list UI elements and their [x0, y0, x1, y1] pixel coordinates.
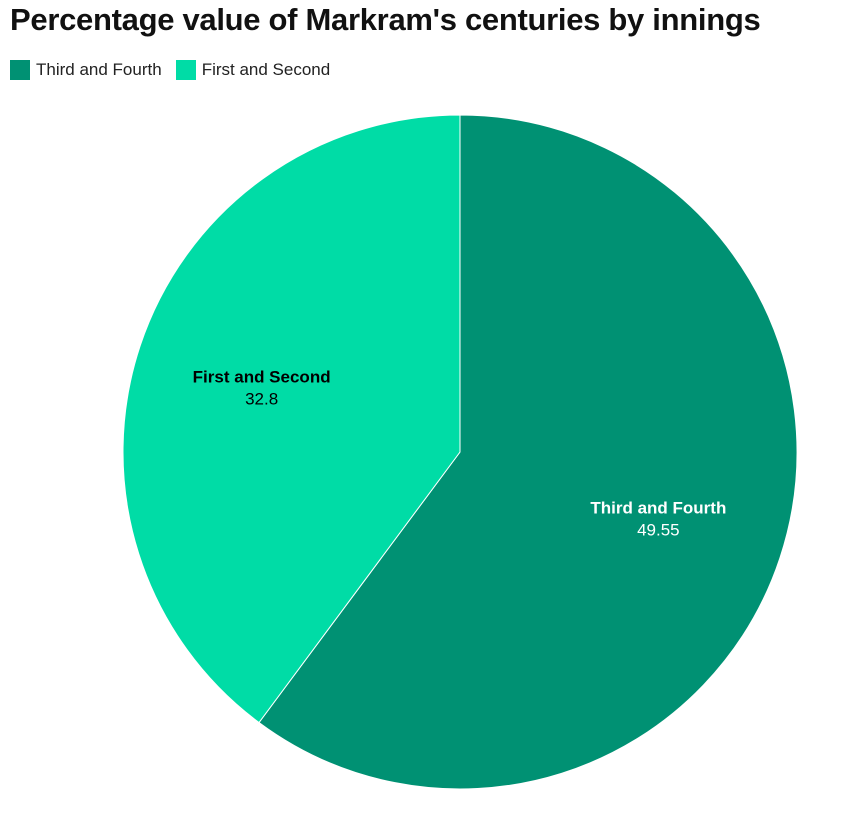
slice-label-name-first-and-second: First and Second — [193, 367, 331, 386]
slice-label-value-third-and-fourth: 49.55 — [637, 521, 680, 540]
slice-label-name-third-and-fourth: Third and Fourth — [590, 499, 726, 518]
legend-label-first-and-second: First and Second — [201, 60, 331, 79]
legend-swatch-first-and-second — [175, 60, 196, 80]
slice-label-value-first-and-second: 32.8 — [245, 389, 278, 408]
pie-slice-first-and-second[interactable] — [122, 114, 461, 724]
slice-label-third-and-fourth: Third and Fourth 49.55 — [590, 499, 726, 540]
slice-label-first-and-second: First and Second 32.8 — [193, 367, 331, 408]
legend-item-third-and-fourth[interactable]: Third and Fourth — [10, 60, 162, 80]
legend: Third and Fourth First and Second — [10, 60, 330, 80]
legend-item-first-and-second[interactable]: First and Second — [175, 60, 331, 80]
legend-label-third-and-fourth: Third and Fourth — [36, 60, 162, 79]
chart-title: Percentage value of Markram's centuries … — [10, 2, 761, 37]
pie-slice-third-and-fourth[interactable] — [258, 114, 798, 790]
legend-swatch-third-and-fourth — [10, 60, 30, 80]
